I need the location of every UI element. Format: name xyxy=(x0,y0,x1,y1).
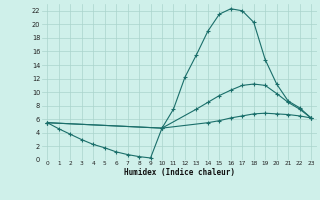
X-axis label: Humidex (Indice chaleur): Humidex (Indice chaleur) xyxy=(124,168,235,177)
